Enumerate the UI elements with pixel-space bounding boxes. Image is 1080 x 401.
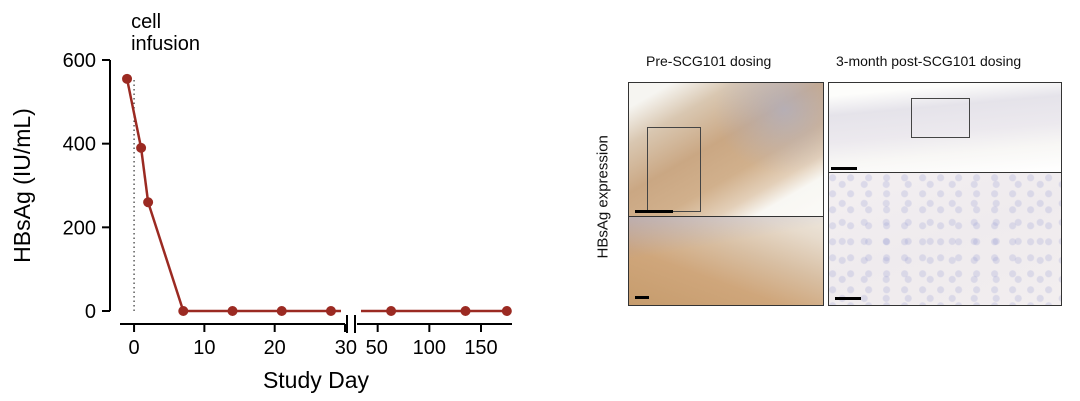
series-line-segment [139, 147, 150, 203]
data-point [460, 306, 471, 316]
data-point [325, 306, 336, 316]
data-point [122, 73, 133, 84]
x-tick-label: 10 [193, 337, 215, 359]
post-overview-image [828, 82, 1062, 173]
data-point [143, 197, 154, 208]
pre-overview-scalebar [635, 210, 673, 213]
data-point [276, 306, 287, 316]
series-line-segment [146, 201, 185, 312]
post-detail-image [828, 172, 1062, 306]
post-inset-box [911, 98, 970, 138]
y-axis-label: HBsAg (IU/mL) [9, 108, 35, 263]
pre-overview-image [628, 82, 824, 217]
x-tick-label: 20 [264, 337, 286, 359]
data-point [178, 306, 189, 316]
row-label: HBsAg expression [594, 135, 612, 259]
x-tick-label: 30 [335, 337, 357, 359]
data-point [501, 306, 512, 316]
infusion-annotation: infusion [131, 33, 200, 55]
pre-detail-scalebar [635, 296, 649, 299]
x-axis-label: Study Day [263, 367, 370, 393]
post-overview-scalebar [831, 167, 857, 170]
pre-inset-box [647, 127, 701, 212]
y-tick-label: 200 [63, 217, 96, 239]
y-tick-label: 400 [63, 134, 96, 156]
x-tick-label: 150 [464, 337, 497, 359]
post-detail-scalebar [835, 297, 861, 300]
hbsag-line-chart: 0 200 400 600 HBsAg (IU/mL) 0 10 20 30 50 100 150 St… [9, 11, 512, 393]
infusion-annotation: cell [131, 11, 161, 33]
x-tick-label: 100 [413, 337, 446, 359]
data-point [227, 306, 238, 316]
data-point [386, 306, 397, 316]
data-point [136, 142, 147, 153]
panel-title-post: 3-month post-SCG101 dosing [836, 53, 1022, 69]
x-tick-label: 50 [366, 337, 388, 359]
plot-area: 0 200 400 600 HBsAg (IU/mL) 0 10 20 30 50 100 150 St… [9, 11, 512, 393]
series-line-segment [125, 78, 143, 149]
panel-title-pre: Pre-SCG101 dosing [646, 53, 772, 69]
y-tick-label: 0 [85, 301, 96, 323]
x-tick-label: 0 [129, 337, 140, 359]
y-tick-label: 600 [63, 50, 96, 72]
pre-detail-image [628, 216, 824, 306]
